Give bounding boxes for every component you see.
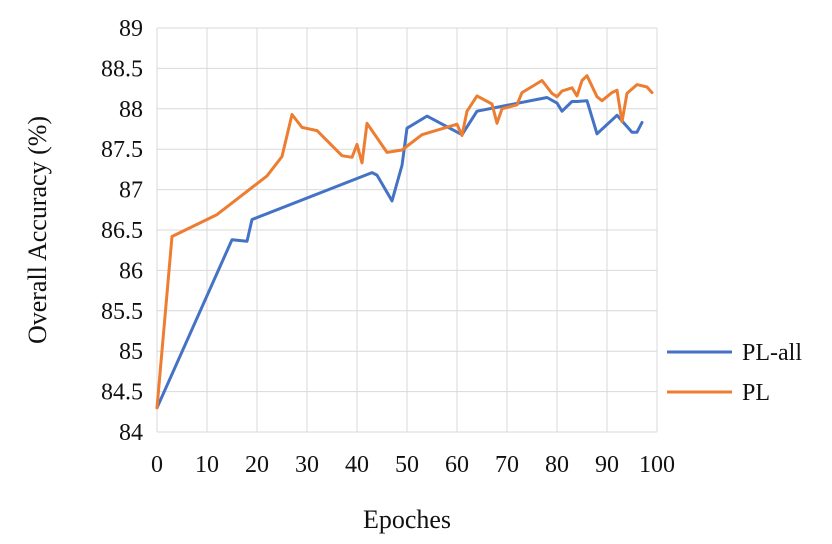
x-tick-label: 30 xyxy=(295,452,319,478)
gridlines xyxy=(156,27,658,433)
y-tick-label: 87 xyxy=(119,178,143,204)
legend-label: PL-all xyxy=(742,340,802,366)
x-tick-label: 0 xyxy=(151,452,163,478)
x-tick-label: 80 xyxy=(545,452,569,478)
x-tick-label: 60 xyxy=(445,452,469,478)
x-axis-title: Epoches xyxy=(363,505,451,534)
y-tick-label: 89 xyxy=(119,16,143,42)
legend-label: PL xyxy=(742,380,770,406)
series-line-pl xyxy=(155,74,654,410)
y-tick-label: 85.5 xyxy=(101,299,143,325)
x-tick-label: 10 xyxy=(195,452,219,478)
x-tick-label: 40 xyxy=(345,452,369,478)
x-tick-label: 100 xyxy=(639,452,675,478)
x-tick-label: 90 xyxy=(595,452,619,478)
legend: PL-all PL xyxy=(667,340,802,406)
y-tick-label: 86 xyxy=(119,258,143,284)
y-axis-title: Overall Accuracy (%) xyxy=(23,116,52,344)
y-tick-label: 88.5 xyxy=(101,56,143,82)
y-tick-label: 88 xyxy=(119,97,143,123)
series-line-pl-all xyxy=(155,96,644,410)
y-tick-label: 86.5 xyxy=(101,218,143,244)
x-tick-label: 70 xyxy=(495,452,519,478)
y-tick-label: 85 xyxy=(119,339,143,365)
y-axis-tick-labels: 84 84.5 85 85.5 86 86.5 87 87.5 88 88.5 89 xyxy=(101,16,143,446)
series-lines xyxy=(155,74,654,410)
y-tick-label: 87.5 xyxy=(101,137,143,163)
x-tick-label: 50 xyxy=(395,452,419,478)
x-tick-label: 20 xyxy=(245,452,269,478)
y-tick-label: 84.5 xyxy=(101,380,143,406)
y-tick-label: 84 xyxy=(119,420,143,446)
x-axis-tick-labels: 0 10 20 30 40 50 60 70 80 90 100 xyxy=(151,452,675,478)
